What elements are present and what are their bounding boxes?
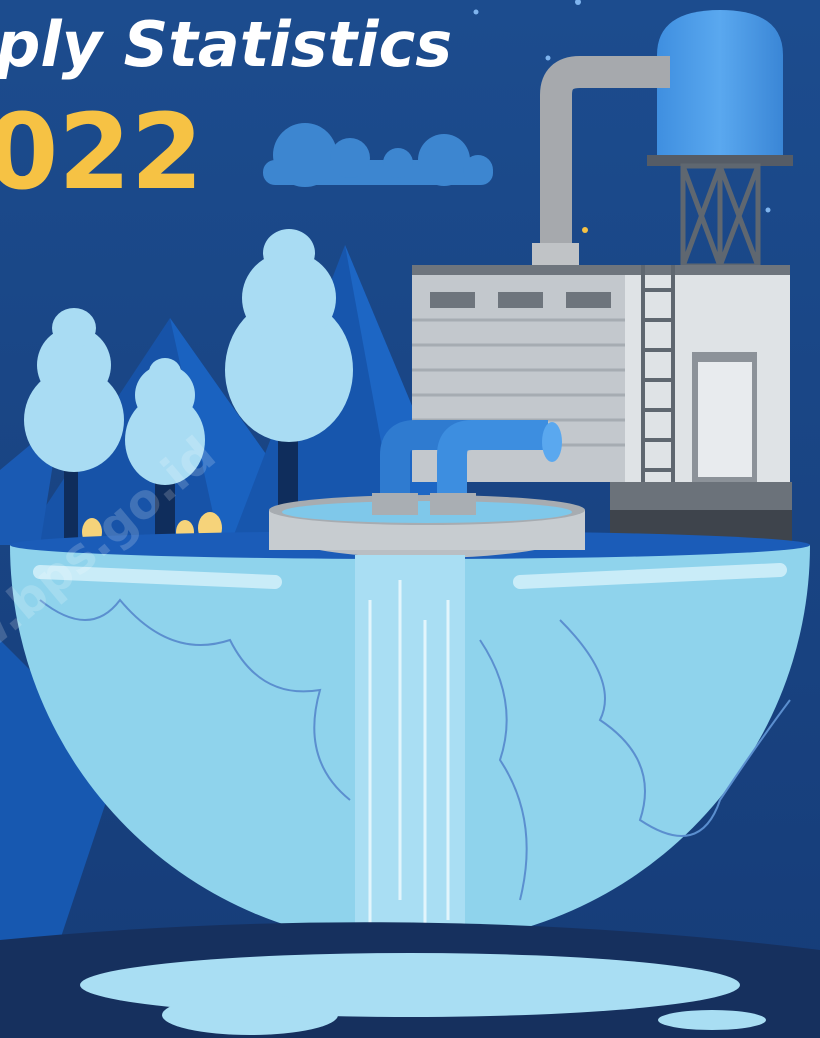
trees (24, 229, 353, 545)
continents (39, 598, 791, 901)
year: 022 (0, 91, 203, 213)
water-tower (647, 10, 793, 269)
star (582, 227, 588, 233)
puddle (80, 953, 766, 1035)
waterfall-lines (368, 580, 450, 960)
highlights (33, 563, 787, 589)
cloud (263, 123, 493, 187)
building (412, 265, 792, 546)
pipe (532, 56, 670, 265)
fountain (269, 420, 585, 558)
stars (473, 0, 771, 213)
title: ply Statistics (0, 8, 452, 81)
